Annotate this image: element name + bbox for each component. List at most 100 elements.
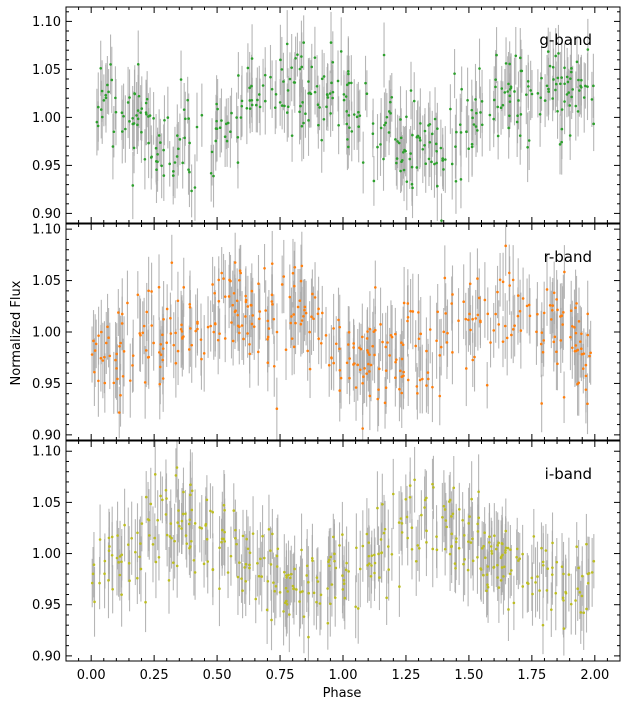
data-point (347, 570, 350, 573)
data-point (266, 361, 270, 365)
data-point (172, 343, 176, 347)
data-point (333, 559, 336, 563)
data-point (482, 544, 485, 548)
data-point (189, 327, 192, 330)
data-point (204, 524, 207, 527)
data-point (285, 42, 289, 46)
data-point (126, 301, 129, 305)
data-point (338, 347, 341, 351)
data-point (164, 488, 168, 492)
data-point (476, 522, 479, 526)
data-point (331, 60, 335, 64)
data-point (405, 180, 409, 183)
data-point (525, 304, 529, 308)
data-point (250, 322, 254, 326)
data-point (442, 168, 445, 171)
data-point (476, 530, 480, 533)
data-point (476, 129, 479, 132)
data-point (574, 331, 578, 335)
data-point (411, 310, 415, 313)
data-point (310, 65, 314, 69)
data-point (90, 581, 94, 585)
data-point (162, 148, 165, 152)
data-point (473, 355, 476, 359)
data-point (291, 271, 295, 275)
data-point (328, 602, 332, 606)
data-point (467, 540, 470, 543)
data-point (580, 78, 583, 82)
data-point (273, 589, 277, 593)
y-tick-label: 0.90 (32, 207, 61, 222)
y-tick-label: 0.95 (32, 377, 61, 392)
data-point (580, 594, 584, 598)
data-point (355, 115, 359, 119)
data-point (371, 122, 375, 125)
x-tick-label: 0.25 (140, 668, 169, 683)
data-point (305, 564, 309, 568)
data-point (248, 551, 252, 555)
data-point (263, 99, 267, 103)
data-point (236, 135, 240, 139)
data-point (507, 126, 510, 130)
data-point (341, 588, 345, 591)
data-point (232, 509, 236, 512)
data-point (202, 562, 206, 566)
data-point (188, 170, 191, 174)
data-point (546, 50, 550, 53)
data-point (586, 402, 589, 406)
data-point (526, 581, 529, 585)
data-point (337, 123, 340, 127)
data-point (243, 566, 246, 569)
errorbar-group (96, 10, 595, 223)
data-point (284, 348, 288, 352)
data-point (274, 584, 278, 588)
data-point (334, 342, 338, 346)
data-point (99, 356, 103, 360)
data-point (319, 341, 323, 345)
data-point (576, 348, 580, 352)
data-point (365, 532, 369, 536)
data-point (496, 105, 500, 109)
data-point (114, 96, 117, 100)
data-point (470, 497, 473, 501)
data-point (186, 98, 189, 102)
data-point (107, 90, 110, 94)
data-point (466, 568, 470, 572)
data-point (431, 547, 435, 551)
data-point (344, 95, 348, 98)
data-point (315, 576, 319, 579)
data-point (318, 106, 321, 109)
data-point (220, 271, 224, 275)
data-point (490, 549, 493, 553)
data-point (272, 364, 276, 368)
data-point (528, 314, 532, 318)
data-point (248, 563, 251, 567)
data-point (111, 145, 115, 148)
data-point (120, 322, 124, 325)
data-point (369, 574, 373, 578)
data-point (289, 321, 293, 325)
data-point (467, 147, 471, 151)
data-point (519, 329, 523, 332)
data-point (579, 611, 583, 614)
data-point (302, 41, 305, 44)
data-point (209, 509, 212, 513)
data-point (382, 53, 386, 57)
data-point (300, 55, 303, 58)
data-point (357, 110, 360, 114)
data-point (372, 179, 376, 183)
data-point (379, 126, 383, 130)
data-point (430, 160, 433, 164)
data-point (95, 120, 99, 124)
data-point (507, 271, 511, 275)
data-point (480, 100, 484, 103)
data-point (260, 575, 264, 578)
data-point (103, 572, 106, 576)
data-point (461, 518, 464, 522)
data-point (198, 526, 202, 529)
data-point (365, 372, 368, 375)
data-point (179, 327, 183, 331)
data-point (154, 560, 158, 564)
data-point (180, 519, 184, 523)
y-tick-label: 1.00 (32, 111, 61, 126)
